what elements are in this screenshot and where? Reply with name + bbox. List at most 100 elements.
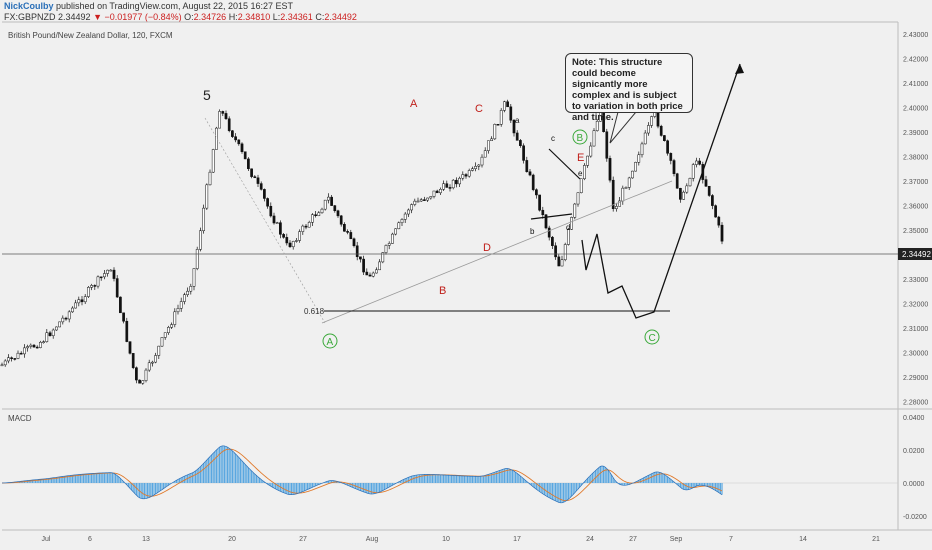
candle-body: [106, 269, 109, 274]
candle-body: [234, 136, 237, 141]
candle-body: [192, 268, 196, 287]
candle-body: [525, 160, 529, 172]
time-axis-tick: 14: [799, 536, 807, 543]
candle-body: [535, 189, 538, 196]
trendline-a-b[interactable]: [321, 180, 673, 324]
publish-line: NickCoulby published on TradingView.com,…: [4, 1, 293, 11]
candle-body: [675, 173, 679, 189]
ohlc-line: FX:GBPNZD 2.34492 ▼ −0.01977 (−0.84%) O:…: [4, 12, 357, 22]
candle-body: [615, 206, 618, 209]
triangle-lower-line[interactable]: [530, 213, 573, 220]
low-value: 2.34361: [280, 12, 313, 22]
candle-body: [163, 332, 167, 338]
author-link[interactable]: NickCoulby: [4, 1, 54, 11]
candle-body: [570, 217, 573, 230]
price-axis-tick: 2.42000: [903, 57, 928, 64]
candle-body: [554, 245, 557, 258]
candle-body: [109, 269, 113, 272]
time-axis-tick: 17: [513, 536, 521, 543]
candle-body: [157, 345, 161, 356]
candle-body: [71, 307, 74, 313]
candle-body: [160, 337, 164, 347]
candle-body: [400, 219, 404, 224]
candle-body: [583, 165, 586, 180]
candle-body: [227, 118, 231, 131]
candle-body: [343, 224, 346, 232]
candle-body: [266, 198, 269, 207]
candle-body: [183, 294, 186, 302]
candle-body: [77, 299, 81, 304]
close-value: 2.34492: [324, 12, 357, 22]
candle-body: [90, 285, 93, 288]
macd-axis-tick: 0.0200: [903, 448, 925, 455]
candle-body: [26, 346, 29, 349]
candle-body: [589, 145, 593, 157]
candle-body: [55, 326, 58, 331]
macd-axis-tick: 0.0400: [903, 415, 925, 422]
candle-body: [199, 230, 202, 250]
price-axis-tick: 2.40000: [903, 106, 928, 113]
candle-body: [243, 151, 247, 160]
candle-body: [23, 347, 26, 355]
candle-body: [426, 197, 429, 201]
candle-body: [711, 195, 714, 206]
candle-body: [467, 170, 471, 177]
symbol-label[interactable]: FX:GBPNZD: [4, 12, 56, 22]
candle-body: [576, 192, 580, 205]
candle-body: [19, 352, 23, 355]
candle-body: [45, 332, 49, 342]
candle-body: [631, 170, 634, 179]
chart-title: British Pound/New Zealand Dollar, 120, F…: [8, 31, 173, 40]
fib-leg-line[interactable]: [204, 117, 326, 324]
candle-body: [707, 185, 711, 196]
candle-body: [403, 213, 407, 220]
open-value: 2.34726: [193, 12, 227, 22]
candle-body: [339, 215, 343, 225]
candle-body: [179, 301, 183, 309]
price-axis-tick: 2.29000: [903, 375, 928, 382]
candle-body: [627, 177, 631, 188]
candle-body: [371, 272, 375, 277]
candle-body: [650, 116, 653, 126]
candle-body: [528, 171, 532, 176]
projection-path[interactable]: [581, 63, 741, 319]
candle-body: [195, 249, 199, 269]
time-axis: Jul 6 13 20 27 Aug 10 17 24 27 Sep 7 14 21: [42, 536, 880, 543]
candle-body: [131, 353, 135, 368]
candle-body: [96, 276, 100, 287]
note-callout[interactable]: Note: This structure could become signic…: [565, 53, 693, 123]
candle-body: [359, 256, 362, 260]
last-price-tag: 2.34492: [902, 250, 931, 259]
macd-label: MACD: [8, 414, 32, 423]
candle-body: [298, 231, 301, 241]
price-axis-tick: 2.37000: [903, 179, 928, 186]
candle-body: [80, 299, 84, 303]
candle-body: [112, 269, 116, 279]
candle-body: [250, 168, 253, 177]
candle-body: [714, 205, 717, 218]
triangle-upper-line[interactable]: [548, 148, 581, 180]
candle-body: [551, 236, 554, 246]
candle-body: [448, 187, 452, 189]
time-axis-tick: 20: [228, 536, 236, 543]
candle-body: [499, 110, 503, 125]
candle-body: [176, 308, 180, 313]
candle-body: [464, 174, 468, 177]
candle-body: [224, 113, 228, 119]
candle-body: [515, 132, 519, 141]
candle-body: [365, 271, 369, 276]
candle-body: [317, 212, 321, 217]
note-pointer: [609, 111, 637, 144]
candle-body: [10, 357, 13, 359]
time-axis-tick: 27: [299, 536, 307, 543]
candle-body: [659, 125, 663, 136]
macd-series: [1, 445, 723, 504]
candle-body: [67, 311, 71, 320]
candle-body: [58, 321, 61, 328]
candle-body: [621, 187, 625, 202]
candle-body: [115, 278, 119, 298]
wave-label-D-red: D: [483, 242, 491, 254]
candle-body: [455, 179, 458, 185]
time-axis-tick: 24: [586, 536, 594, 543]
